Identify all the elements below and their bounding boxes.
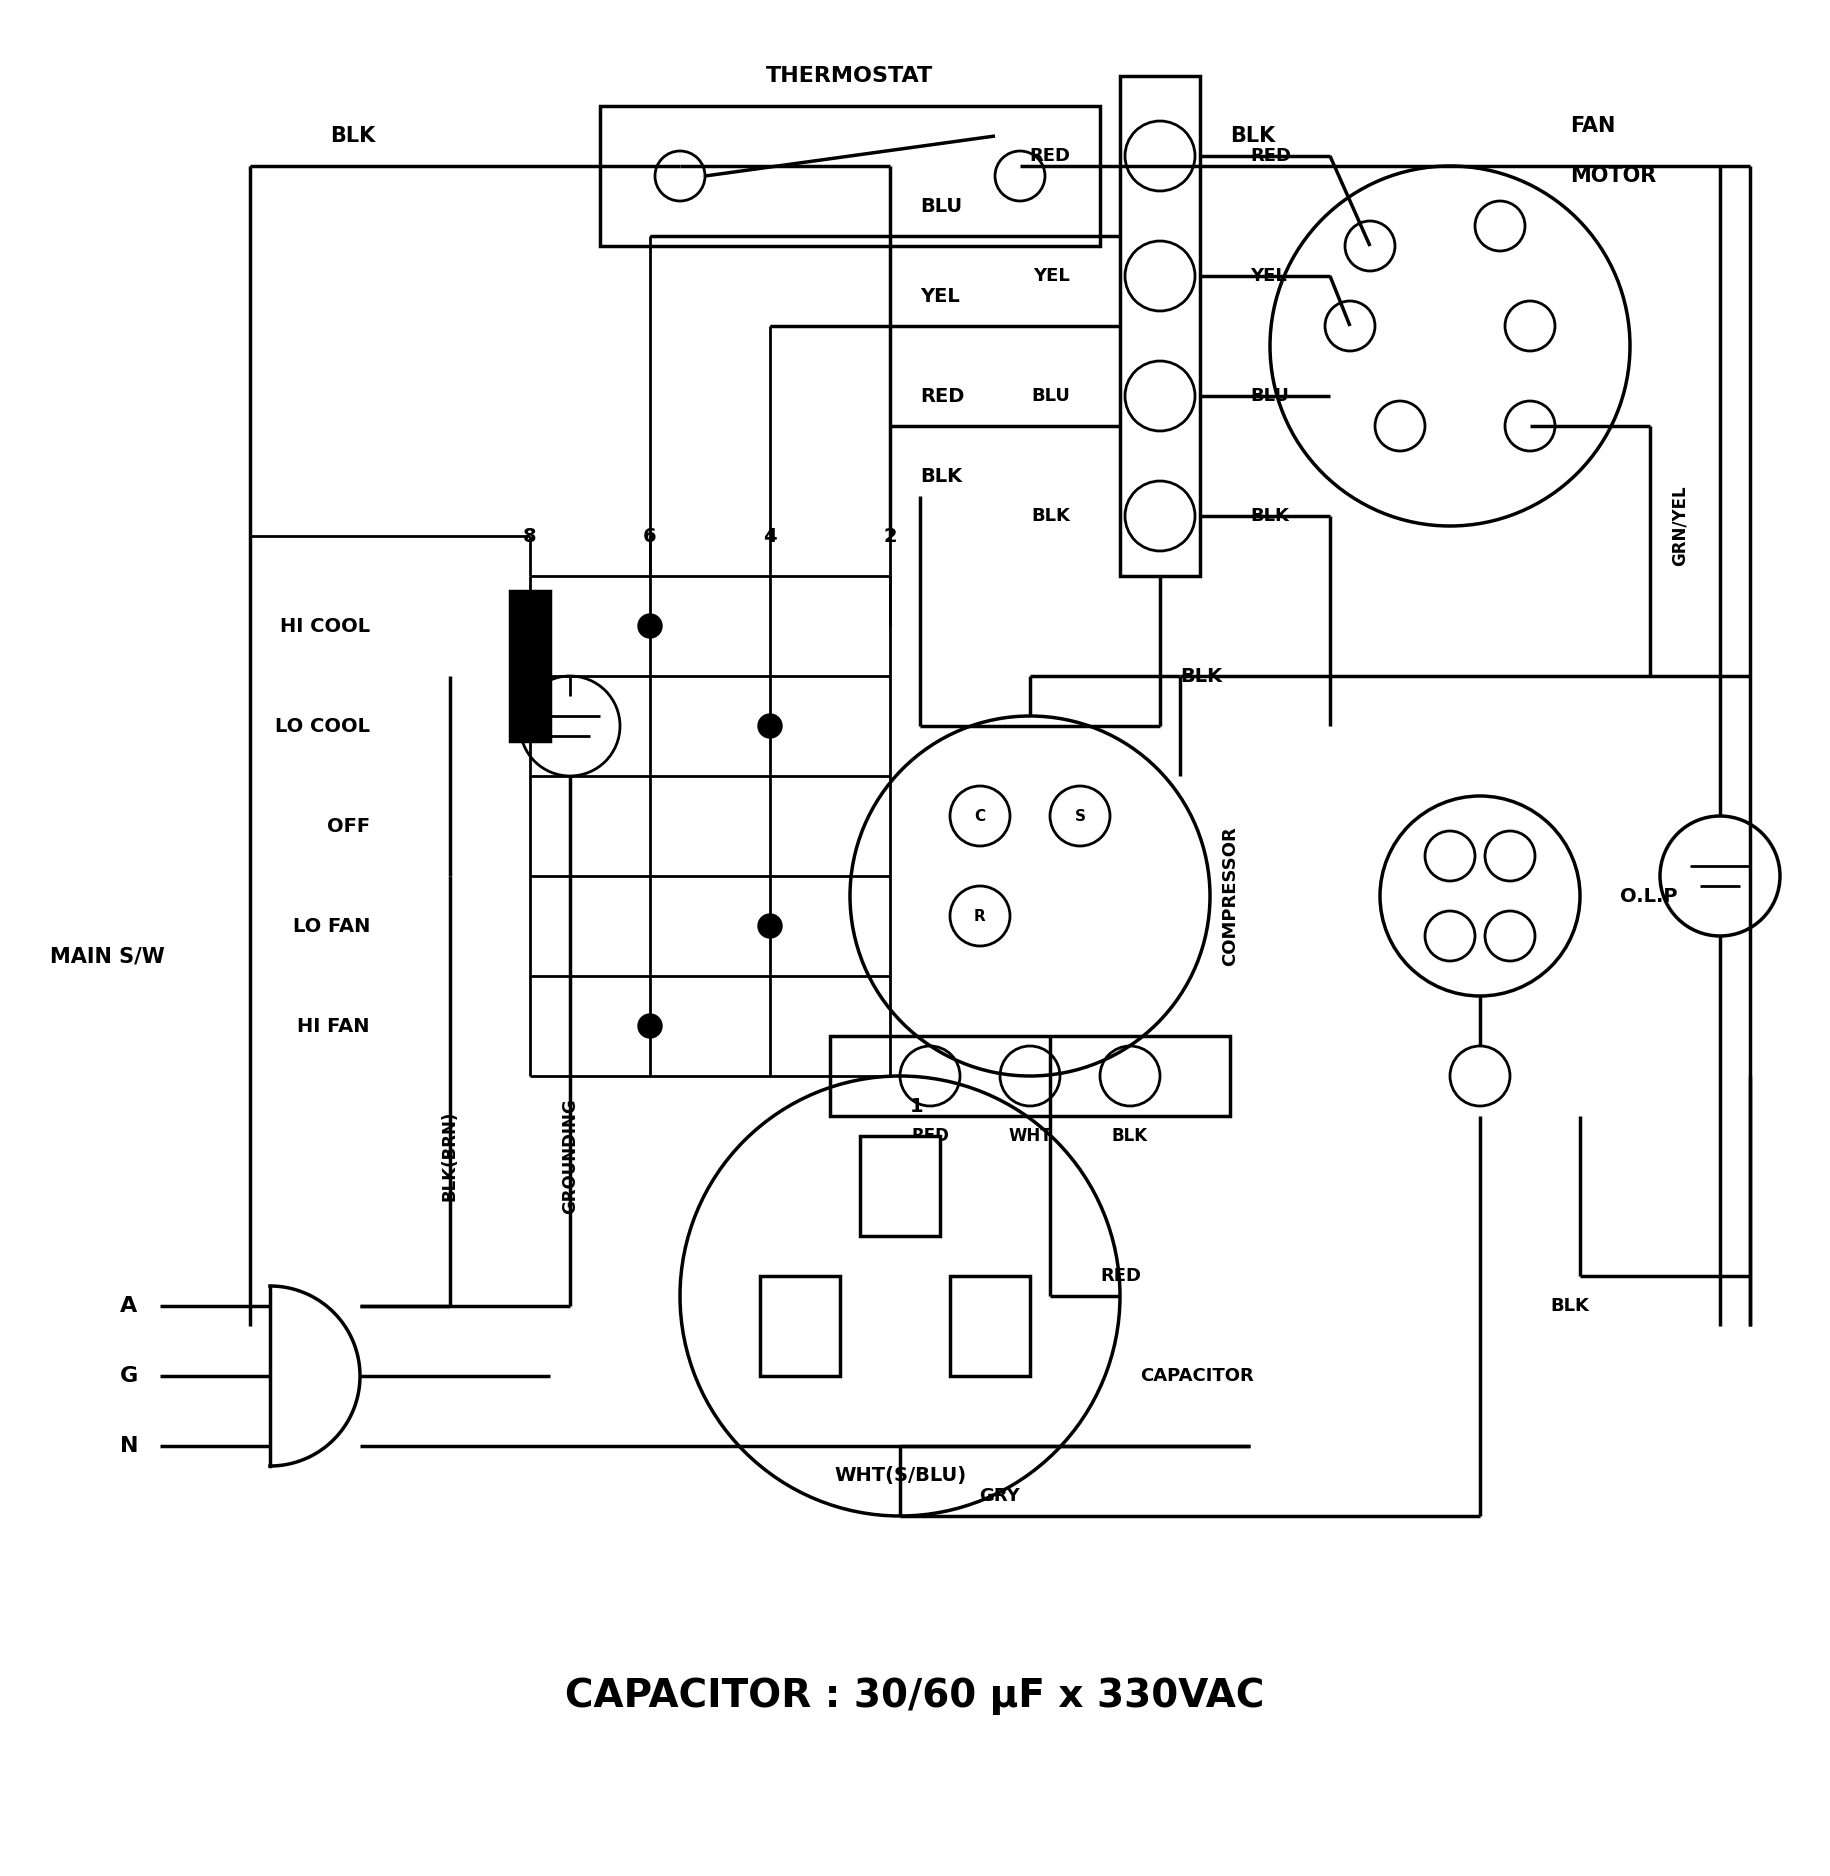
- Text: YEL: YEL: [1032, 266, 1069, 285]
- Text: 6: 6: [642, 527, 657, 546]
- Bar: [511, 591, 549, 741]
- Circle shape: [758, 715, 781, 737]
- Text: YEL: YEL: [1250, 266, 1286, 285]
- Bar: [860, 1137, 939, 1236]
- Text: YEL: YEL: [919, 287, 959, 306]
- Text: BLK(BRN): BLK(BRN): [441, 1111, 459, 1201]
- Text: GROUNDING: GROUNDING: [560, 1097, 578, 1214]
- Text: RED: RED: [911, 1127, 948, 1144]
- Text: BLK: BLK: [1230, 126, 1274, 146]
- Text: 1: 1: [910, 1096, 922, 1116]
- Text: MOTOR: MOTOR: [1568, 165, 1656, 186]
- Text: G: G: [121, 1366, 139, 1386]
- Text: BLK: BLK: [1250, 507, 1288, 525]
- Bar: [829, 1036, 1230, 1116]
- Text: FAN: FAN: [1568, 116, 1614, 135]
- Text: OFF: OFF: [328, 816, 370, 835]
- Text: HI FAN: HI FAN: [296, 1017, 370, 1036]
- Text: LO COOL: LO COOL: [274, 717, 370, 735]
- Text: BLU: BLU: [919, 197, 961, 216]
- Text: C: C: [974, 809, 985, 824]
- Bar: [759, 1276, 840, 1375]
- Text: BLU: BLU: [1250, 386, 1288, 405]
- Text: BLK: BLK: [1111, 1127, 1147, 1144]
- Text: CAPACITOR: CAPACITOR: [1140, 1368, 1254, 1384]
- Text: BLU: BLU: [1030, 386, 1069, 405]
- Text: HI COOL: HI COOL: [280, 617, 370, 636]
- Bar: [1120, 77, 1199, 576]
- Text: RED: RED: [1250, 146, 1290, 165]
- Text: BLK: BLK: [919, 467, 961, 486]
- Text: O.L.P: O.L.P: [1620, 887, 1676, 906]
- Circle shape: [637, 613, 662, 638]
- Text: CAPACITOR : 30/60 μF x 330VAC: CAPACITOR : 30/60 μF x 330VAC: [565, 1677, 1265, 1715]
- Text: THERMOSTAT: THERMOSTAT: [767, 66, 933, 86]
- Text: BLK: BLK: [1179, 666, 1221, 685]
- Text: S: S: [1074, 809, 1085, 824]
- Text: LO FAN: LO FAN: [293, 917, 370, 936]
- Text: BLK: BLK: [1030, 507, 1069, 525]
- Text: COMPRESSOR: COMPRESSOR: [1221, 825, 1239, 966]
- Text: RED: RED: [1028, 146, 1069, 165]
- Text: 4: 4: [763, 527, 776, 546]
- Bar: [600, 107, 1100, 246]
- Text: A: A: [121, 1296, 137, 1315]
- Text: WHT: WHT: [1008, 1127, 1050, 1144]
- Text: RED: RED: [919, 386, 964, 405]
- Text: BLK: BLK: [329, 126, 375, 146]
- Bar: [950, 1276, 1030, 1375]
- Text: R: R: [974, 908, 985, 923]
- Text: 8: 8: [523, 527, 536, 546]
- Text: MAIN S/W: MAIN S/W: [49, 946, 165, 966]
- Circle shape: [637, 1015, 662, 1037]
- Text: 2: 2: [882, 527, 897, 546]
- Text: RED: RED: [1100, 1266, 1140, 1285]
- Text: GRN/YEL: GRN/YEL: [1671, 486, 1687, 567]
- Text: BLK: BLK: [1550, 1296, 1588, 1315]
- Text: GRY: GRY: [979, 1488, 1019, 1505]
- Circle shape: [758, 914, 781, 938]
- Text: N: N: [121, 1435, 139, 1456]
- Text: WHT(S/BLU): WHT(S/BLU): [833, 1467, 966, 1486]
